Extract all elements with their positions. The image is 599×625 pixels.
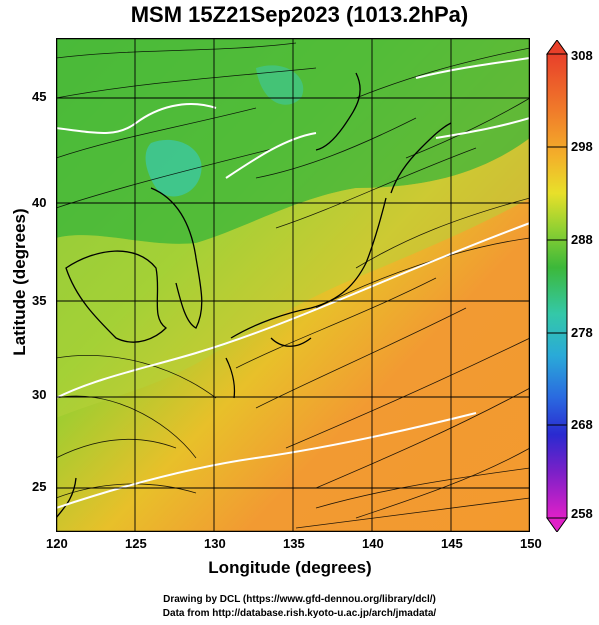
coastlines: [56, 72, 452, 519]
streamlines: [56, 42, 530, 529]
colorbar-svg: [546, 39, 568, 533]
x-tick-150: 150: [520, 536, 542, 551]
x-tick-140: 140: [362, 536, 384, 551]
x-tick-135: 135: [283, 536, 305, 551]
y-tick-30: 30: [32, 387, 47, 402]
x-tick-120: 120: [46, 536, 68, 551]
credit-drawing: Drawing by DCL (https://www.gfd-dennou.o…: [163, 594, 436, 605]
x-tick-130: 130: [204, 536, 226, 551]
temperature-contours: [56, 57, 530, 509]
colorbar-tick-288: 288: [571, 232, 593, 247]
page-title: MSM 15Z21Sep2023 (1013.2hPa): [130, 2, 469, 27]
y-tick-40: 40: [32, 195, 47, 210]
x-tick-145: 145: [441, 536, 463, 551]
colorbar-max-arrow: [546, 39, 568, 55]
y-axis-label: Latitude (degrees): [10, 208, 29, 356]
colorbar-tick-278: 278: [571, 325, 593, 340]
colorbar-gradient: [546, 53, 568, 519]
credit-data: Data from http://database.rish.kyoto-u.a…: [162, 608, 437, 619]
map-frame: [55, 37, 531, 533]
colorbar-tick-308: 308: [571, 48, 593, 63]
x-tick-125: 125: [125, 536, 147, 551]
y-tick-25: 25: [32, 479, 47, 494]
y-tick-45: 45: [32, 89, 47, 104]
cold-pocket-2: [256, 65, 304, 105]
colorbar-tick-258: 258: [571, 506, 593, 521]
x-axis-label: Longitude (degrees): [208, 558, 372, 577]
map-panel: [55, 37, 531, 533]
cold-pocket: [145, 139, 202, 197]
colorbar-ticks: [547, 146, 567, 426]
colorbar-tick-268: 268: [571, 417, 593, 432]
lat-lon-grid: [56, 38, 530, 532]
colorbar-tick-298: 298: [571, 139, 593, 154]
colorbar: [546, 39, 568, 537]
colorbar-min-arrow: [546, 517, 568, 533]
map-svg: [55, 37, 531, 533]
y-tick-35: 35: [32, 293, 47, 308]
